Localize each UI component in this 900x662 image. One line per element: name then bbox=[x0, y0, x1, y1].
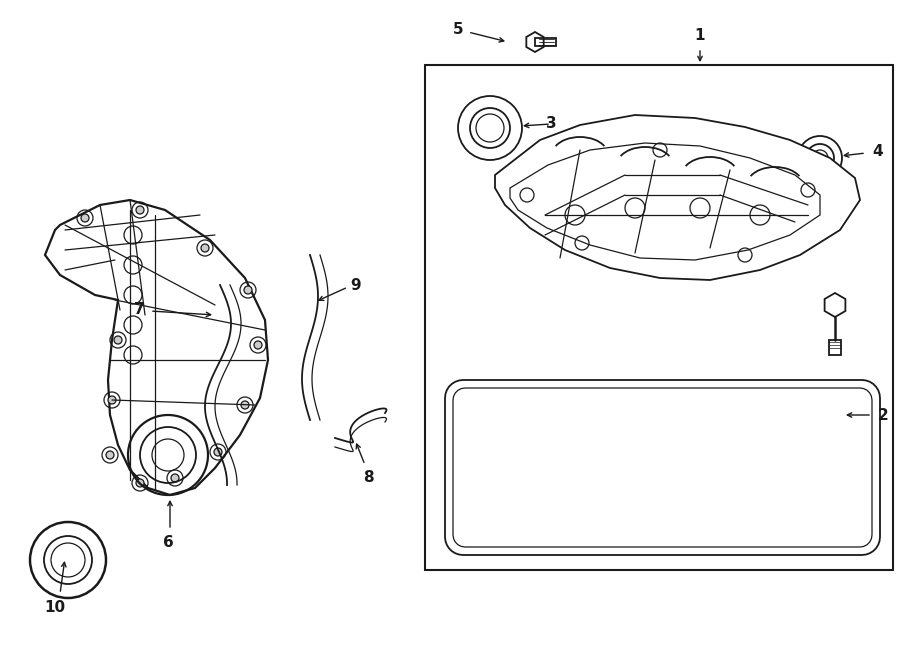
Circle shape bbox=[254, 341, 262, 349]
Text: 2: 2 bbox=[878, 408, 889, 422]
Circle shape bbox=[244, 286, 252, 294]
Circle shape bbox=[214, 448, 222, 456]
Circle shape bbox=[171, 474, 179, 482]
Circle shape bbox=[136, 479, 144, 487]
Polygon shape bbox=[445, 380, 880, 555]
Text: 9: 9 bbox=[350, 277, 361, 293]
Circle shape bbox=[201, 244, 209, 252]
Text: 4: 4 bbox=[872, 144, 883, 160]
Polygon shape bbox=[45, 200, 268, 495]
Circle shape bbox=[136, 206, 144, 214]
Circle shape bbox=[106, 451, 114, 459]
Polygon shape bbox=[495, 115, 860, 280]
Polygon shape bbox=[824, 293, 845, 317]
Circle shape bbox=[114, 336, 122, 344]
Text: 10: 10 bbox=[44, 600, 66, 615]
Text: 3: 3 bbox=[546, 115, 557, 130]
Text: 7: 7 bbox=[134, 303, 145, 318]
Text: 8: 8 bbox=[363, 470, 374, 485]
Text: 1: 1 bbox=[695, 28, 706, 42]
Text: 5: 5 bbox=[453, 23, 463, 38]
Circle shape bbox=[108, 396, 116, 404]
Polygon shape bbox=[829, 340, 841, 355]
Polygon shape bbox=[535, 38, 556, 46]
Circle shape bbox=[81, 214, 89, 222]
Text: 6: 6 bbox=[163, 535, 174, 550]
Circle shape bbox=[241, 401, 249, 409]
